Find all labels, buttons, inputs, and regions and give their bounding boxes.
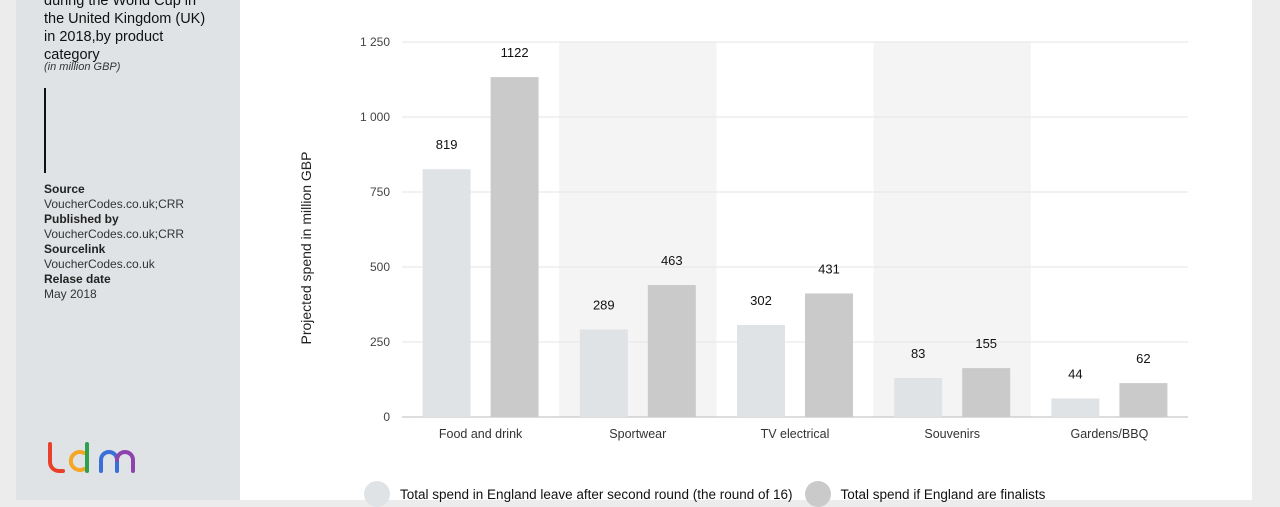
data-label: 62: [1136, 351, 1150, 366]
legend-item[interactable]: Total spend if England are finalists: [804, 481, 1046, 507]
x-tick-label: Food and drink: [439, 427, 523, 441]
divider-line: [44, 88, 46, 173]
legend-swatch: [364, 481, 390, 507]
chart-legend: Total spend in England leave after secon…: [364, 481, 1057, 507]
title-line: the United Kingdom (UK): [44, 11, 206, 27]
bar: [962, 368, 1011, 417]
meta-key-source: Source: [44, 182, 85, 196]
data-label: 155: [975, 336, 997, 351]
legend-swatch: [804, 481, 831, 507]
bar: [579, 329, 628, 417]
x-tick-label: Sportwear: [609, 427, 666, 441]
y-tick-label: 250: [370, 335, 390, 349]
y-tick-label: 0: [383, 410, 390, 424]
title-line: during the World Cup in: [44, 0, 197, 9]
meta-key-sourcelink: Sourcelink: [44, 242, 106, 256]
legend-label: Total spend if England are finalists: [840, 486, 1046, 502]
bar: [1051, 398, 1100, 417]
source-meta: Source VoucherCodes.co.uk;CRR Published …: [44, 182, 234, 302]
brand-logo-icon: [48, 442, 135, 473]
y-tick-label: 1 250: [360, 35, 390, 49]
data-label: 83: [911, 346, 925, 361]
meta-key-release: Relase date: [44, 272, 111, 286]
bar: [805, 293, 853, 417]
legend-item[interactable]: Total spend in England leave after secon…: [364, 481, 793, 507]
bar: [737, 324, 785, 417]
meta-key-published: Published by: [44, 212, 119, 226]
bar: [422, 169, 471, 417]
unit-note: (in million GBP): [44, 61, 121, 73]
x-tick-label: TV electrical: [761, 427, 830, 441]
data-label: 431: [818, 261, 840, 276]
data-label: 302: [750, 293, 772, 308]
meta-value-release: May 2018: [44, 287, 97, 301]
meta-value-source[interactable]: VoucherCodes.co.uk;CRR: [44, 197, 185, 211]
legend-label: Total spend in England leave after secon…: [400, 486, 793, 502]
data-label: 289: [593, 297, 615, 312]
meta-value-published: VoucherCodes.co.uk;CRR: [44, 227, 185, 241]
y-tick-label: 750: [370, 185, 390, 199]
meta-value-sourcelink[interactable]: VoucherCodes.co.uk: [44, 257, 155, 271]
x-tick-label: Souvenirs: [924, 427, 980, 441]
title-line: category: [44, 47, 100, 63]
bar: [490, 77, 539, 417]
info-sidebar: during the World Cup in the United Kingd…: [16, 0, 240, 500]
data-label: 1122: [501, 45, 529, 60]
data-label: 463: [661, 253, 683, 268]
bar: [894, 378, 943, 417]
bar: [1119, 383, 1168, 417]
y-tick-label: 500: [370, 260, 390, 274]
y-axis-label: Projected spend in million GBP: [298, 152, 314, 345]
data-label: 819: [436, 137, 458, 152]
data-label: 44: [1068, 366, 1082, 381]
title-line: in 2018,by product: [44, 29, 164, 45]
y-tick-label: 1 000: [360, 110, 390, 124]
category-band: [873, 42, 1031, 417]
bar: [647, 285, 696, 417]
chart-title: during the World Cup in the United Kingd…: [44, 0, 234, 64]
x-tick-label: Gardens/BBQ: [1070, 427, 1148, 441]
